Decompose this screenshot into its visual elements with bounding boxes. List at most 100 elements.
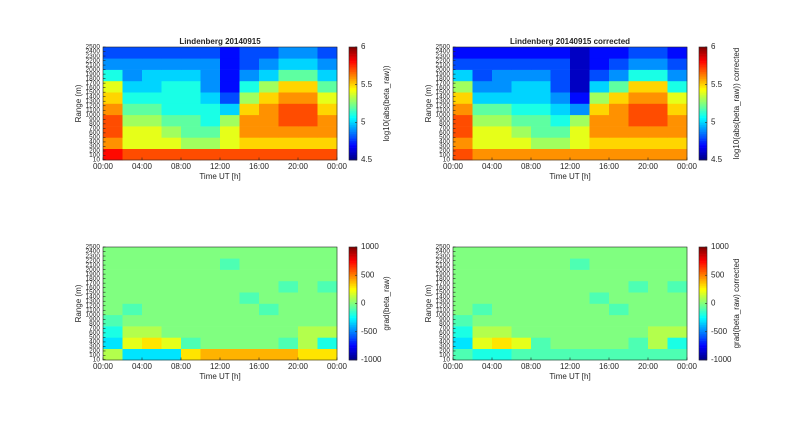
colorbar-step: [699, 345, 707, 348]
colorbar-step: [699, 59, 707, 62]
heatmap-cell: [511, 292, 532, 304]
heatmap-cell: [570, 92, 590, 104]
heatmap-cell: [161, 292, 182, 304]
heatmap-cell: [472, 114, 493, 127]
heatmap-cell: [103, 337, 123, 349]
heatmap-cell: [259, 103, 279, 116]
heatmap-cell: [161, 58, 182, 70]
heatmap-cell: [453, 337, 473, 349]
x-tick-label: 00:00: [677, 362, 698, 371]
heatmap-cell: [453, 348, 473, 361]
heatmap-cell: [667, 337, 688, 349]
heatmap-cell: [550, 137, 571, 149]
y-tick-label: 600: [89, 330, 100, 337]
heatmap-cell: [317, 92, 338, 104]
heatmap-cell: [550, 247, 571, 259]
heatmap-cell: [278, 92, 299, 104]
heatmap-cell: [181, 114, 201, 127]
colorbar-step: [349, 98, 357, 101]
colorbar-step: [349, 52, 357, 55]
heatmap-cell: [278, 258, 299, 270]
heatmap-cell: [648, 148, 668, 161]
heatmap-cell: [531, 80, 551, 93]
colorbar-step: [349, 115, 357, 118]
heatmap-cell: [122, 92, 143, 104]
colorbar-step: [349, 322, 357, 325]
colorbar-step: [349, 89, 357, 92]
heatmap-cell: [453, 80, 473, 93]
colorbar-step: [699, 268, 707, 271]
heatmap-cell: [259, 58, 279, 70]
heatmap-cell: [570, 269, 590, 282]
heatmap-cell: [142, 80, 162, 93]
heatmap-cell: [259, 280, 279, 293]
colorbar-step: [349, 105, 357, 108]
heatmap-cell: [648, 114, 668, 127]
y-tick-label: 1200: [86, 102, 101, 109]
y-tick-label: 2100: [436, 62, 451, 69]
y-tick-label: 700: [439, 125, 450, 132]
colorbar-step: [349, 351, 357, 354]
colorbar-step: [699, 289, 707, 292]
heatmap-cell: [259, 69, 279, 82]
x-tick-label: 04:00: [132, 162, 153, 171]
colorbar-step: [699, 73, 707, 76]
heatmap-cell: [589, 337, 610, 349]
heatmap-cell: [492, 103, 512, 116]
colorbar-step: [699, 117, 707, 120]
heatmap-cell: [161, 80, 182, 93]
y-tick-label: 900: [439, 116, 450, 123]
heatmap-cell: [200, 247, 221, 259]
heatmap-cell: [453, 114, 473, 127]
heatmap-cell: [609, 247, 629, 259]
heatmap-cell: [278, 269, 299, 282]
colorbar-step: [349, 347, 357, 350]
heatmap-cell: [667, 92, 688, 104]
x-axis-label: Time UT [h]: [199, 172, 240, 181]
colorbar-step: [699, 103, 707, 106]
heatmap-cell: [667, 326, 688, 338]
heatmap-cell: [472, 326, 493, 338]
heatmap-cell: [453, 269, 473, 282]
colorbar-step: [349, 326, 357, 329]
heatmap-cell: [453, 292, 473, 304]
y-tick-label: 2500: [86, 244, 101, 251]
heatmap-cell: [278, 80, 299, 93]
x-tick-label: 12:00: [210, 162, 231, 171]
colorbar-step: [699, 94, 707, 97]
colorbar-step: [699, 52, 707, 55]
heatmap-cell: [628, 58, 649, 70]
colorbar-step: [699, 338, 707, 341]
colorbar-step: [699, 64, 707, 67]
colorbar-step: [349, 273, 357, 276]
colorbar-step: [699, 129, 707, 133]
colorbar-label: log10(abs(beta_raw)): [382, 65, 391, 141]
heatmap-cell: [472, 103, 493, 116]
y-tick-label: 2500: [436, 44, 451, 51]
y-tick-label: 1900: [86, 271, 101, 278]
heatmap-cell: [550, 69, 571, 82]
heatmap-cell: [648, 69, 668, 82]
colorbar-step: [349, 103, 357, 106]
heatmap-cell: [570, 247, 590, 259]
colorbar-step: [349, 135, 357, 138]
heatmap-cell: [531, 126, 551, 138]
heatmap-cell: [220, 47, 240, 59]
heatmap-cell: [317, 269, 338, 282]
heatmap-cell: [492, 326, 512, 338]
heatmap-cell: [667, 58, 688, 70]
heatmap-cell: [317, 69, 338, 82]
colorbar-step: [349, 48, 357, 51]
y-tick-label: 900: [89, 316, 100, 323]
heatmap-cell: [181, 126, 201, 138]
colorbar-step: [349, 82, 357, 85]
heatmap-cell: [648, 47, 668, 59]
heatmap-cell: [239, 326, 260, 338]
heatmap-cell: [161, 247, 182, 259]
colorbar-tick-label: 5.5: [361, 80, 373, 89]
heatmap-cell: [648, 303, 668, 316]
colorbar-step: [349, 142, 357, 145]
heatmap-cell: [589, 92, 610, 104]
colorbar-step: [349, 324, 357, 327]
heatmap-cell: [589, 292, 610, 304]
